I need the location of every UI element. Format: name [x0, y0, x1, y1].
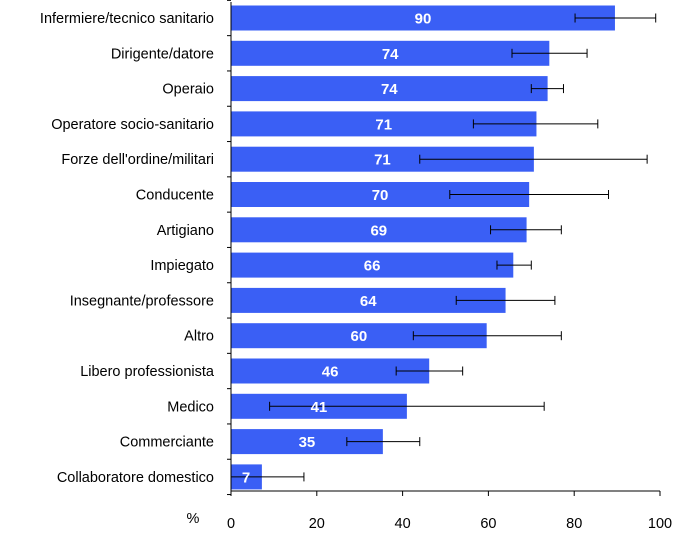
data-label: 74 [381, 81, 398, 98]
x-tick-label: 100 [648, 516, 672, 532]
data-label: 35 [299, 434, 316, 451]
bar [231, 76, 548, 102]
category-label: Artigiano [157, 223, 214, 239]
data-label: 70 [372, 187, 389, 204]
category-label: Conducente [136, 188, 214, 204]
category-label: Impiegato [150, 258, 214, 274]
category-label: Operatore socio-sanitario [51, 117, 214, 133]
x-tick-label: 0 [227, 516, 235, 532]
category-label: Collaboratore domestico [57, 470, 214, 486]
data-label: 41 [311, 399, 328, 416]
category-label: Libero professionista [80, 364, 215, 380]
x-tick-label: 80 [566, 516, 582, 532]
data-label: 64 [360, 293, 377, 310]
bar [231, 5, 615, 31]
x-tick-label: 40 [395, 516, 411, 532]
x-tick-label: 60 [480, 516, 496, 532]
data-label: 66 [364, 258, 381, 275]
category-label: Infermiere/tecnico sanitario [40, 11, 214, 27]
category-label: Dirigente/datore [111, 46, 214, 62]
category-label: Insegnante/professore [70, 293, 214, 309]
category-label: Medico [167, 399, 214, 415]
x-axis-label: % [187, 511, 200, 527]
category-label: Commerciante [120, 435, 214, 451]
bar [231, 40, 550, 66]
data-label: 60 [350, 328, 367, 345]
data-label: 46 [322, 364, 339, 381]
bar [231, 217, 527, 243]
data-label: 71 [374, 152, 391, 169]
category-label: Operaio [162, 82, 214, 98]
data-label: 71 [375, 116, 392, 133]
bar [231, 252, 514, 278]
category-label: Altro [184, 329, 214, 345]
data-label: 90 [415, 11, 432, 28]
data-label: 7 [242, 469, 250, 486]
data-label: 69 [370, 222, 387, 239]
data-label: 74 [382, 46, 399, 63]
category-label: Forze dell'ordine/militari [61, 152, 214, 168]
x-tick-label: 20 [309, 516, 325, 532]
